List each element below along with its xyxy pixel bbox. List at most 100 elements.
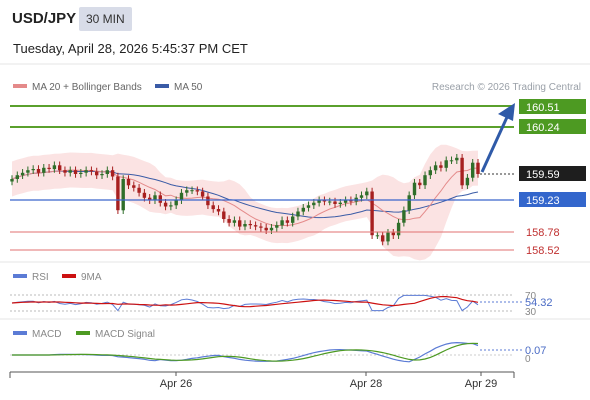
resistance-label-2: 160.24 xyxy=(526,122,560,134)
x-tick-label-apr28: Apr 28 xyxy=(350,378,382,390)
candle xyxy=(31,169,35,171)
candle xyxy=(375,235,380,237)
candles xyxy=(10,154,480,246)
candle xyxy=(174,200,178,206)
candle xyxy=(253,225,258,227)
candle xyxy=(365,191,369,196)
macd-signal-legend-label: MACD Signal xyxy=(95,329,155,340)
candle xyxy=(26,170,30,173)
candle xyxy=(132,185,136,188)
candle xyxy=(126,179,131,186)
rsi-ma-legend-label: 9MA xyxy=(81,272,102,283)
rsi-ma-legend-swatch xyxy=(62,274,76,278)
bollinger-band xyxy=(12,144,478,261)
candle xyxy=(386,232,390,242)
resistance-label-box-1 xyxy=(519,99,586,114)
candle xyxy=(423,175,427,186)
candle xyxy=(449,160,454,162)
candle xyxy=(185,190,189,193)
candle xyxy=(407,195,411,211)
candle xyxy=(439,165,443,168)
candle xyxy=(158,195,162,203)
candle xyxy=(179,192,184,201)
candle xyxy=(89,170,94,172)
candle xyxy=(317,200,321,203)
candle xyxy=(465,177,470,186)
candle xyxy=(142,192,147,198)
rsi-legend-swatch xyxy=(13,274,27,278)
candle xyxy=(269,227,274,231)
candle xyxy=(428,170,432,176)
candle xyxy=(264,227,268,231)
candle xyxy=(105,170,109,174)
candle xyxy=(20,172,25,176)
candle xyxy=(291,216,295,223)
support-label: 159.23 xyxy=(526,195,560,207)
candle xyxy=(391,232,395,236)
candle xyxy=(137,187,141,193)
candle xyxy=(169,205,173,207)
candle xyxy=(243,224,247,227)
macd-value-label: 0.07 xyxy=(525,345,546,357)
candle xyxy=(455,157,459,161)
rsi-ma-line xyxy=(11,296,479,308)
candle xyxy=(84,170,88,173)
candle xyxy=(349,200,353,202)
rsi-value-label: 54.32 xyxy=(525,297,553,309)
candle xyxy=(333,201,337,204)
candle xyxy=(79,172,83,174)
forecast-arrow-icon xyxy=(480,103,515,173)
candle xyxy=(222,211,226,219)
rsi-70-label: 70 xyxy=(525,291,537,302)
candle xyxy=(42,167,46,173)
candle xyxy=(153,195,157,201)
resistance-label-box-2 xyxy=(519,119,586,134)
candle xyxy=(381,235,385,242)
ma50-line xyxy=(11,170,479,219)
candle xyxy=(343,200,348,203)
candle xyxy=(232,220,237,223)
candle xyxy=(206,196,210,206)
x-tick-label-apr26: Apr 26 xyxy=(160,378,192,390)
candle xyxy=(306,205,311,208)
candle xyxy=(163,202,168,207)
candle xyxy=(95,171,99,176)
macd-legend-swatch xyxy=(13,331,27,335)
chart-header: USD/JPY 30 MIN xyxy=(0,0,590,36)
source-label: Research © 2026 Trading Central xyxy=(432,82,581,93)
candle xyxy=(460,157,464,186)
ma20-legend-label: MA 20 + Bollinger Bands xyxy=(32,82,142,93)
candle xyxy=(275,225,279,228)
candle xyxy=(396,222,401,236)
candle xyxy=(285,220,290,223)
candle xyxy=(190,190,194,192)
candle xyxy=(211,205,215,210)
candle xyxy=(36,169,41,173)
ma20-legend-swatch xyxy=(13,84,27,88)
candle xyxy=(471,162,475,178)
price-levels: 160.51 160.24 159.59 159.23 158.78 158.5… xyxy=(10,99,586,257)
candle xyxy=(296,211,300,217)
candle xyxy=(15,175,19,179)
pivot-label-2: 158.52 xyxy=(526,245,560,257)
support-label-box xyxy=(519,192,586,207)
macd-signal-legend-swatch xyxy=(76,331,90,335)
candle xyxy=(216,209,221,212)
candle xyxy=(412,182,417,196)
candle xyxy=(301,207,305,212)
candle xyxy=(10,179,14,182)
symbol-title: USD/JPY xyxy=(12,10,77,27)
timeframe-button[interactable]: 30 MIN xyxy=(79,7,132,31)
candle xyxy=(195,190,199,192)
ma50-legend-label: MA 50 xyxy=(174,82,203,93)
candle xyxy=(280,220,284,226)
candle xyxy=(370,191,374,236)
candle xyxy=(68,170,72,173)
current-price-box xyxy=(519,166,586,181)
candle xyxy=(476,162,480,174)
candle xyxy=(418,182,422,186)
candle xyxy=(338,202,342,204)
candle xyxy=(73,170,78,174)
candle xyxy=(110,170,115,177)
